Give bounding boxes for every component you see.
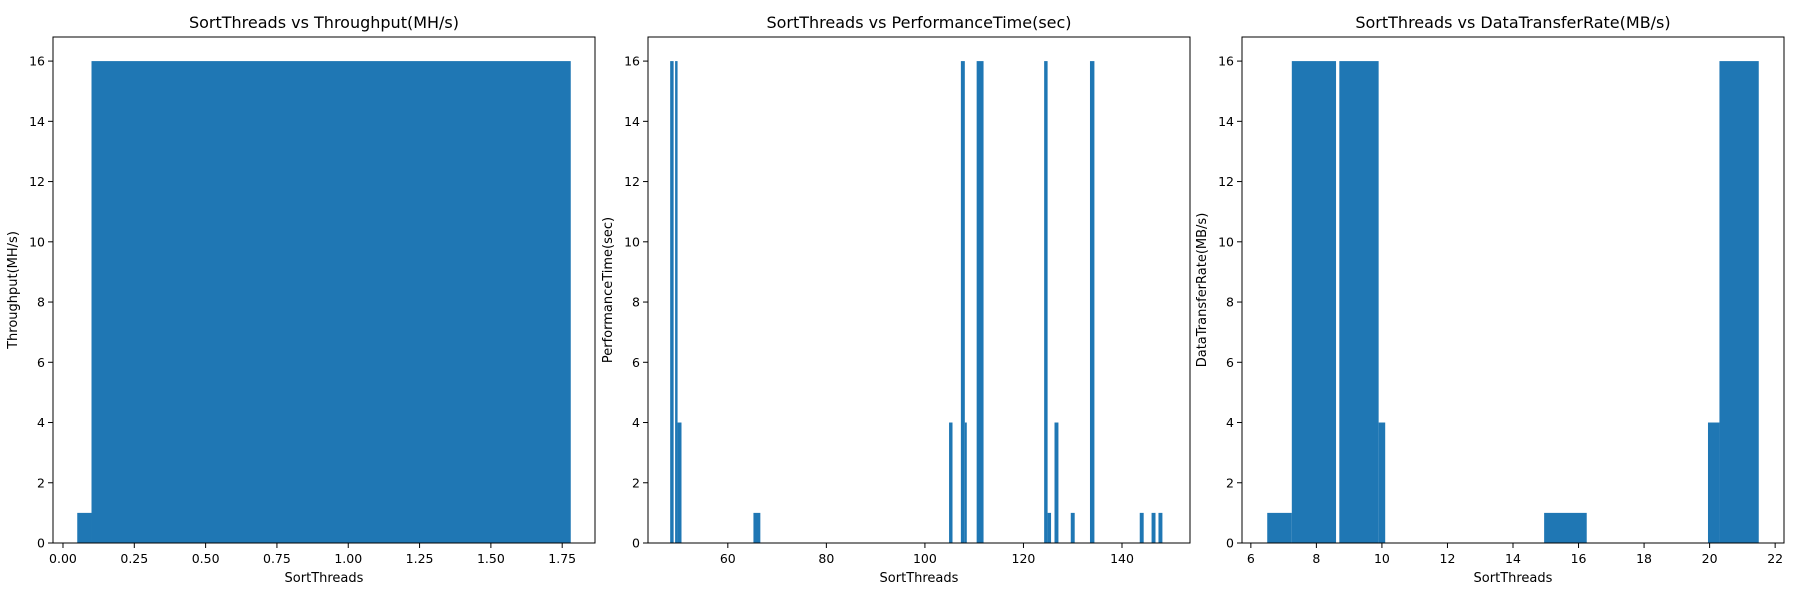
- y-tick-label: 12: [1218, 174, 1234, 189]
- y-axis-label: Throughput(MH/s): [6, 231, 21, 350]
- bar: [670, 61, 674, 543]
- x-tick-label: 22: [1767, 551, 1783, 566]
- bar: [77, 512, 92, 543]
- y-tick-label: 6: [37, 355, 45, 370]
- x-tick-label: 0.50: [192, 551, 220, 566]
- chart-panel-2: 60 80 100 120 140 0 2 4 6 8 10 12 14 16 SortThreads vs…: [601, 13, 1191, 586]
- x-tick-label: 20: [1702, 551, 1718, 566]
- y-tick-label: 14: [624, 114, 640, 129]
- y-tick-label: 8: [37, 295, 45, 310]
- x-tick-label: 0.00: [49, 551, 77, 566]
- bar: [1089, 61, 1095, 543]
- chart-title: SortThreads vs Throughput(MH/s): [189, 13, 459, 32]
- bar: [1291, 61, 1337, 543]
- bar: [1339, 61, 1379, 543]
- y-tick-label: 6: [1226, 355, 1234, 370]
- y-tick-label: 10: [29, 234, 45, 249]
- bar: [677, 422, 682, 543]
- x-tick-label: 140: [1110, 551, 1134, 566]
- y-tick-label: 6: [632, 355, 640, 370]
- bar: [1070, 512, 1075, 543]
- bar: [1707, 422, 1720, 543]
- x-tick-label: 0.25: [120, 551, 148, 566]
- y-tick-label: 8: [632, 295, 640, 310]
- y-tick-label: 4: [1226, 415, 1234, 430]
- bar: [1151, 512, 1156, 543]
- x-tick-label: 120: [1012, 551, 1036, 566]
- bar: [976, 61, 984, 543]
- bar: [1044, 61, 1048, 543]
- y-tick-label: 16: [624, 54, 640, 69]
- y-tick-label: 0: [632, 536, 640, 551]
- y-tick-label: 4: [37, 415, 45, 430]
- x-axis-label: SortThreads: [285, 571, 364, 586]
- bar: [1158, 512, 1163, 543]
- x-tick-label: 60: [720, 551, 736, 566]
- y-tick-label: 2: [37, 475, 45, 490]
- plot-frame: [647, 36, 1191, 544]
- y-tick-label: 16: [29, 54, 45, 69]
- bar: [91, 61, 571, 543]
- y-tick-label: 8: [1226, 295, 1234, 310]
- x-tick-label: 18: [1636, 551, 1652, 566]
- bar: [1378, 422, 1386, 543]
- y-tick-label: 10: [624, 234, 640, 249]
- bar: [949, 422, 953, 543]
- x-tick-label: 8: [1312, 551, 1320, 566]
- x-tick-label: 10: [1374, 551, 1390, 566]
- x-tick-label: 16: [1571, 551, 1587, 566]
- x-tick-label: 0.75: [263, 551, 291, 566]
- x-tick-label: 14: [1505, 551, 1521, 566]
- bar: [1139, 512, 1144, 543]
- y-tick-label: 2: [632, 475, 640, 490]
- bar: [1047, 512, 1052, 543]
- x-tick-label: 80: [818, 551, 834, 566]
- y-tick-label: 2: [1226, 475, 1234, 490]
- y-tick-label: 14: [1218, 114, 1234, 129]
- x-tick-label: 1.25: [406, 551, 434, 566]
- x-tick-label: 1.75: [548, 551, 576, 566]
- y-tick-label: 10: [1218, 234, 1234, 249]
- bar: [753, 512, 761, 543]
- plot-frame: [52, 36, 596, 544]
- bar: [1054, 422, 1059, 543]
- x-axis-label: SortThreads: [1474, 571, 1553, 586]
- y-tick-label: 14: [29, 114, 45, 129]
- y-tick-label: 4: [632, 415, 640, 430]
- y-tick-label: 12: [624, 174, 640, 189]
- bar: [675, 61, 678, 543]
- x-axis-label: SortThreads: [880, 571, 959, 586]
- x-tick-label: 6: [1247, 551, 1255, 566]
- x-tick-label: 1.00: [334, 551, 362, 566]
- y-tick-label: 0: [37, 536, 45, 551]
- chart-title: SortThreads vs PerformanceTime(sec): [766, 13, 1071, 32]
- chart-panel-1: 0.00 0.25 0.50 0.75 1.00 1.25 1.50 1.75 0 2 4 6 8 10 1…: [6, 13, 596, 586]
- y-tick-label: 16: [1218, 54, 1234, 69]
- y-axis-label: DataTransferRate(MB/s): [1195, 213, 1210, 368]
- bar: [1544, 512, 1587, 543]
- bar: [1719, 61, 1759, 543]
- chart-title: SortThreads vs DataTransferRate(MB/s): [1355, 13, 1670, 32]
- bar: [960, 61, 965, 543]
- y-tick-label: 0: [1226, 536, 1234, 551]
- bar: [1267, 512, 1292, 543]
- bar: [964, 422, 967, 543]
- x-tick-label: 1.50: [477, 551, 505, 566]
- chart-panel-3: 6 8 10 12 14 16 18 20 22 0 2 4 6 8 10 12 14 16 SortThreads…: [1195, 13, 1785, 586]
- y-axis-label: PerformanceTime(sec): [601, 217, 616, 363]
- x-tick-label: 12: [1440, 551, 1456, 566]
- y-tick-label: 12: [29, 174, 45, 189]
- x-tick-label: 100: [913, 551, 937, 566]
